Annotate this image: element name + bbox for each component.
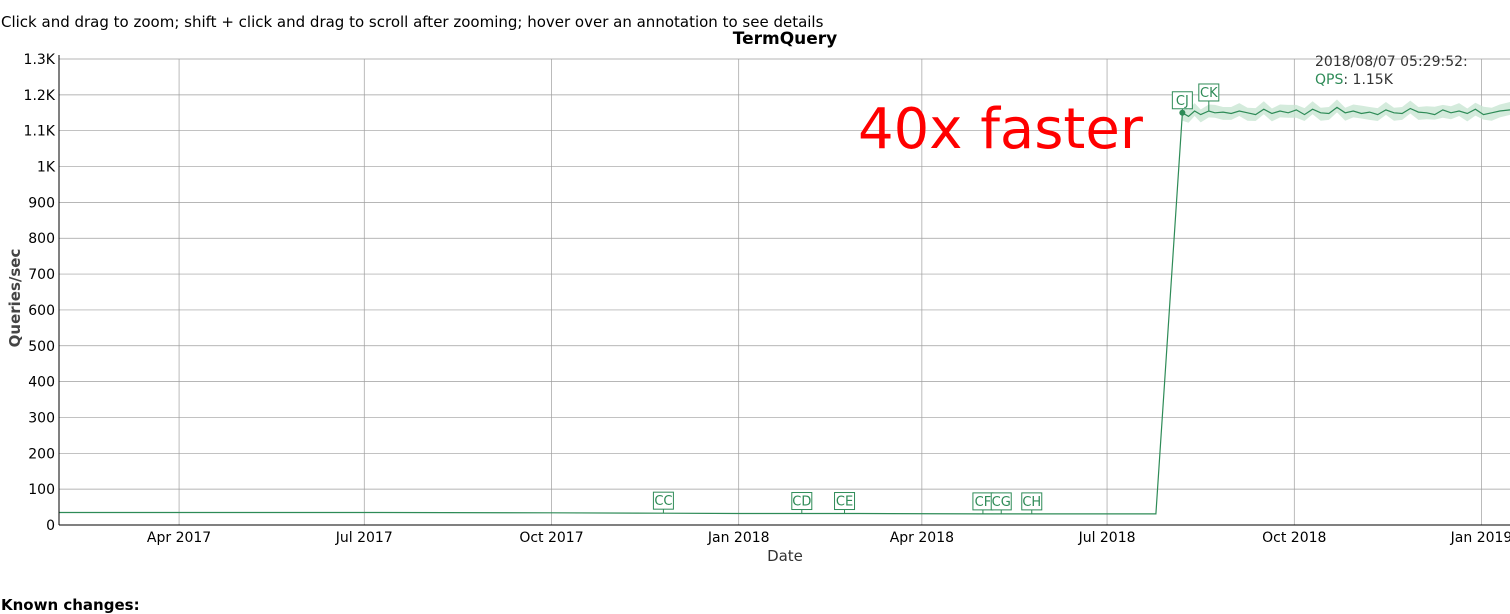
annotation-ce[interactable]: CE <box>834 492 856 514</box>
annotation-cg[interactable]: CG <box>990 492 1012 514</box>
y-tick-label: 0 <box>46 518 55 534</box>
annotation-markers[interactable]: CC CD CE CF CG CH CJ CK <box>652 83 1220 514</box>
x-axis-label: Date <box>767 547 803 565</box>
qps-chart[interactable]: CC CD CE CF CG CH CJ CK 0 100 200 300 400 500 600 700 8… <box>0 0 1510 580</box>
series-lines <box>59 106 1510 515</box>
annotation-cj[interactable]: CJ <box>1171 91 1193 113</box>
x-tick-label: Jul 2018 <box>1078 530 1136 546</box>
known-changes-heading: Known changes: <box>1 596 140 614</box>
x-tick-label: Apr 2017 <box>147 530 211 546</box>
axes <box>58 55 1510 526</box>
annotation-label: CH <box>1022 495 1041 510</box>
y-tick-label: 200 <box>28 446 55 462</box>
x-tick-label: Oct 2018 <box>1262 530 1326 546</box>
variance-band <box>1182 99 1510 123</box>
y-tick-label: 900 <box>28 195 55 211</box>
grid-lines <box>59 58 1510 525</box>
y-tick-label: 1.3K <box>24 52 56 68</box>
y-tick-label: 600 <box>28 303 55 319</box>
annotation-ch[interactable]: CH <box>1021 492 1043 514</box>
y-tick-label: 800 <box>28 231 55 247</box>
y-axis-label: Queries/sec <box>6 249 24 348</box>
overlay-annotation-text: 40x faster <box>858 97 1144 162</box>
confidence-band <box>1182 99 1510 123</box>
x-tick-label: Apr 2018 <box>890 530 954 546</box>
y-tick-label: 100 <box>28 482 55 498</box>
annotation-cf[interactable]: CF <box>972 492 994 514</box>
x-tick-label: Jan 2019 <box>1450 530 1510 546</box>
annotation-label: CD <box>792 495 811 510</box>
annotation-label: CJ <box>1176 94 1189 109</box>
annotation-box[interactable] <box>1171 91 1193 110</box>
y-tick-label: 1.2K <box>24 88 56 104</box>
instructions-text: Click and drag to zoom; shift + click an… <box>1 13 824 31</box>
series-line-qps <box>59 106 1510 515</box>
legend: 2018/08/07 05:29:52: QPS: 1.15K <box>1315 54 1468 88</box>
legend-timestamp: 2018/08/07 05:29:52: <box>1315 54 1468 70</box>
legend-series-value: 1.15K <box>1353 72 1394 88</box>
y-tick-label: 1K <box>37 160 56 176</box>
annotation-label: CC <box>654 494 672 509</box>
legend-colon: : <box>1343 72 1352 88</box>
annotation-cc[interactable]: CC <box>652 491 674 514</box>
x-tick-label: Oct 2017 <box>519 530 583 546</box>
tick-labels: 0 100 200 300 400 500 600 700 800 900 1K 1.1K 1.2K 1.… <box>24 52 1510 546</box>
annotation-box[interactable] <box>834 492 856 511</box>
annotation-box[interactable] <box>791 492 813 511</box>
annotation-box[interactable] <box>1198 83 1220 102</box>
x-tick-label: Jul 2017 <box>335 530 393 546</box>
annotation-label: CG <box>992 495 1011 510</box>
annotation-label: CF <box>975 495 992 510</box>
annotation-box[interactable] <box>1021 492 1043 511</box>
annotation-label: CE <box>836 495 853 510</box>
y-tick-label: 1.1K <box>24 124 56 140</box>
legend-series-row: QPS: 1.15K <box>1315 72 1394 88</box>
annotation-label: CK <box>1200 86 1218 101</box>
chart-title: TermQuery <box>733 29 838 49</box>
y-tick-label: 500 <box>28 339 55 355</box>
y-tick-label: 400 <box>28 375 55 391</box>
legend-series-label: QPS <box>1315 72 1343 88</box>
annotation-box[interactable] <box>652 491 674 510</box>
annotation-ck[interactable]: CK <box>1198 83 1220 111</box>
y-tick-label: 300 <box>28 410 55 426</box>
y-tick-label: 700 <box>28 267 55 283</box>
annotation-box[interactable] <box>990 492 1012 511</box>
annotation-cd[interactable]: CD <box>791 492 813 514</box>
x-tick-label: Jan 2018 <box>707 530 770 546</box>
